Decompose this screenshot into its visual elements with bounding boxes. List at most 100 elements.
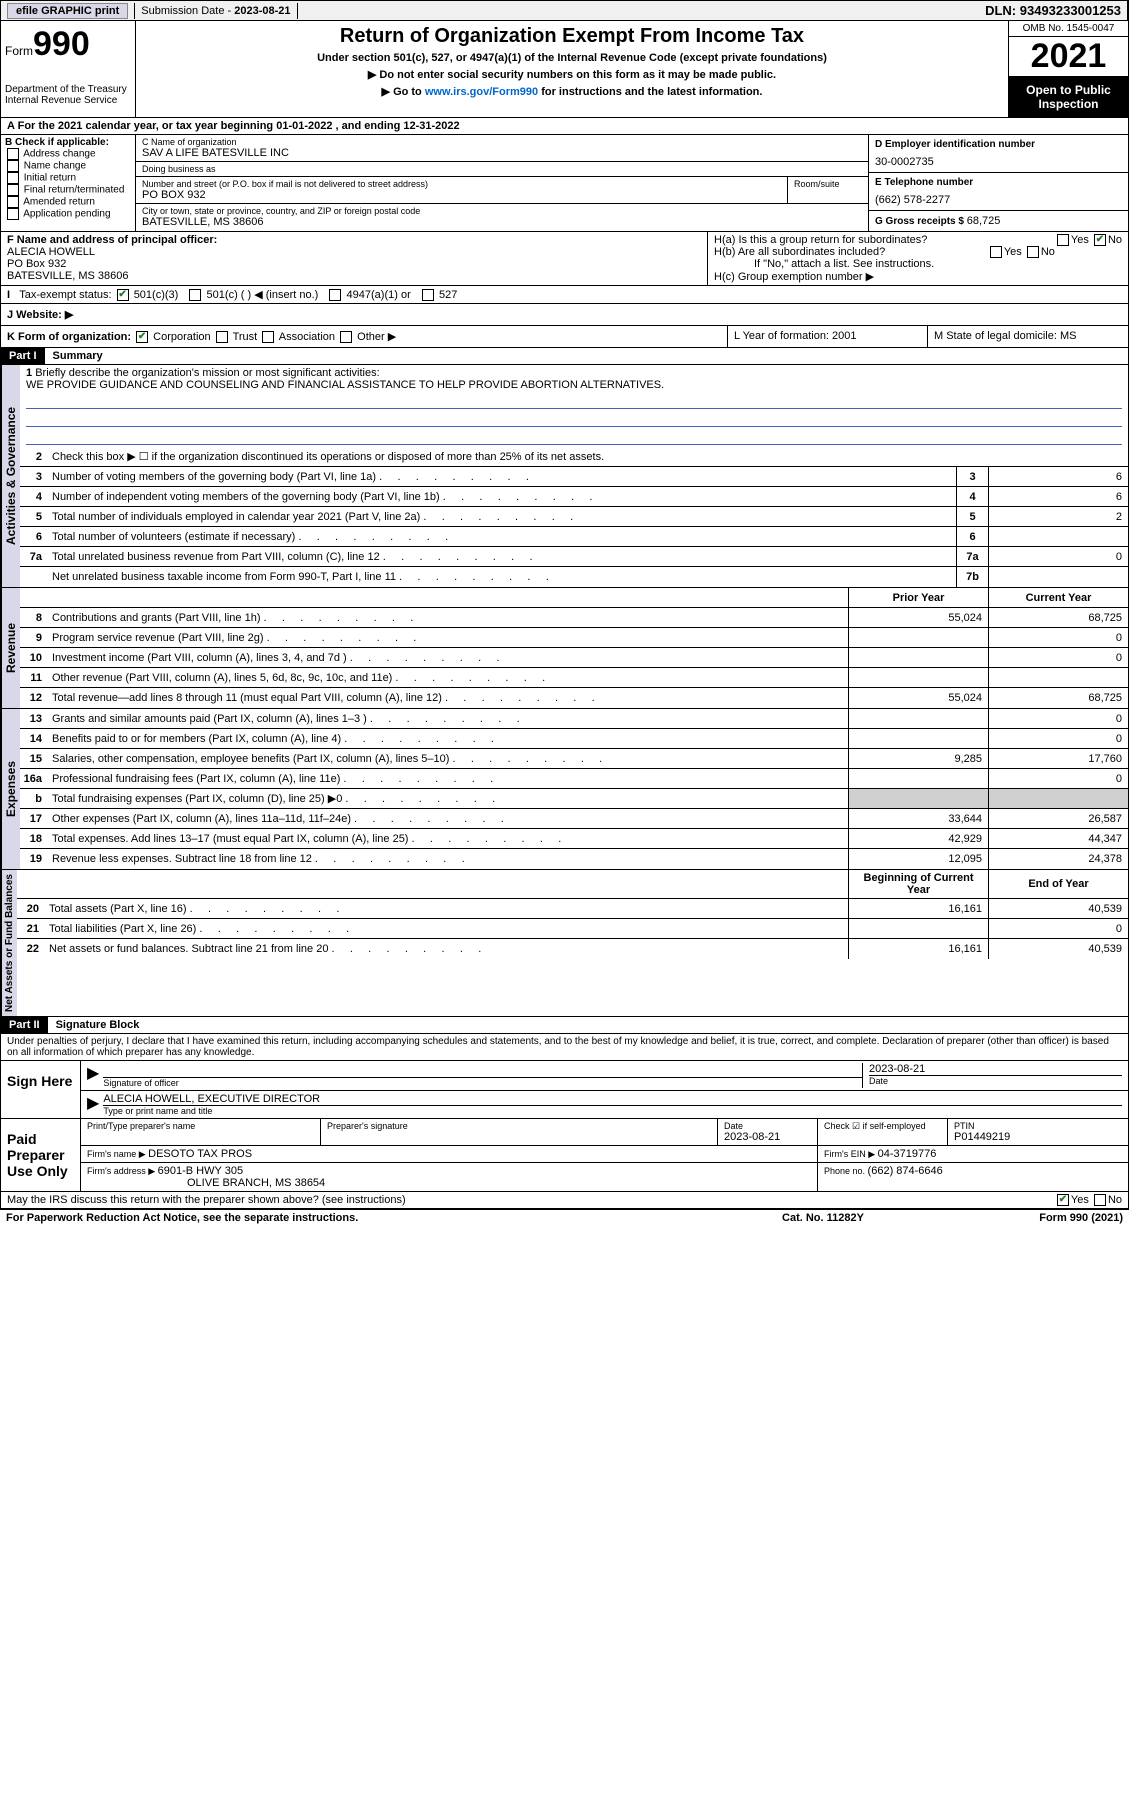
cb-application-pending[interactable]: Application pending [5,208,131,220]
form-number: Form990 [5,25,131,64]
arrow-icon: ▶ [87,1093,99,1116]
summary-row: 12Total revenue—add lines 8 through 11 (… [20,688,1128,708]
city-state-zip: BATESVILLE, MS 38606 [142,216,862,228]
dln: DLN: 93493233001253 [979,1,1128,20]
perjury-declaration: Under penalties of perjury, I declare th… [1,1034,1128,1060]
instr-goto: ▶ Go to www.irs.gov/Form990 for instruct… [140,85,1004,98]
section-bcdeg: B Check if applicable: Address change Na… [0,135,1129,232]
arrow-icon: ▶ [87,1063,99,1088]
cb-mayirs-no[interactable] [1094,1194,1106,1206]
ein: 30-0002735 [875,150,1122,168]
section-d: D Employer identification number 30-0002… [869,135,1128,173]
tab-expenses: Expenses [1,709,20,869]
state-domicile: M State of legal domicile: MS [928,326,1128,347]
firm-phone: (662) 874-6646 [868,1165,943,1177]
form-title: Return of Organization Exempt From Incom… [140,25,1004,48]
revenue-section: Revenue Prior YearCurrent Year 8Contribu… [0,588,1129,709]
section-h: H(a) Is this a group return for subordin… [708,232,1128,285]
summary-row: 6Total number of volunteers (estimate if… [20,527,1128,547]
section-f: F Name and address of principal officer:… [1,232,708,285]
summary-row: 11Other revenue (Part VIII, column (A), … [20,668,1128,688]
cb-initial-return[interactable]: Initial return [5,172,131,184]
expenses-section: Expenses 13Grants and similar amounts pa… [0,709,1129,870]
summary-row: 7aTotal unrelated business revenue from … [20,547,1128,567]
section-e: E Telephone number (662) 578-2277 [869,173,1128,211]
cb-other[interactable] [340,331,352,343]
cb-mayirs-yes[interactable] [1057,1194,1069,1206]
cb-amended-return[interactable]: Amended return [5,196,131,208]
tab-activities: Activities & Governance [1,365,20,587]
summary-row: 17Other expenses (Part IX, column (A), l… [20,809,1128,829]
summary-row: 8Contributions and grants (Part VIII, li… [20,608,1128,628]
summary-row: Net unrelated business taxable income fr… [20,567,1128,587]
summary-row: 21Total liabilities (Part X, line 26)0 [17,919,1128,939]
firm-name: DESOTO TAX PROS [148,1148,252,1160]
tab-net-assets: Net Assets or Fund Balances [1,870,17,1016]
section-g: G Gross receipts $ 68,725 [869,211,1128,231]
summary-row: 10Investment income (Part VIII, column (… [20,648,1128,668]
cb-final-return[interactable]: Final return/terminated [5,184,131,196]
summary-row: 5Total number of individuals employed in… [20,507,1128,527]
summary-row: 20Total assets (Part X, line 16)16,16140… [17,899,1128,919]
year-formation: L Year of formation: 2001 [728,326,928,347]
self-employed-check[interactable]: Check ☑ if self-employed [818,1119,948,1145]
signature-block: Under penalties of perjury, I declare th… [0,1034,1129,1192]
tab-revenue: Revenue [1,588,20,708]
activities-governance: Activities & Governance 1 Briefly descri… [0,365,1129,588]
section-fh: F Name and address of principal officer:… [0,232,1129,286]
summary-row: bTotal fundraising expenses (Part IX, co… [20,789,1128,809]
room-suite: Room/suite [788,177,868,203]
paid-preparer-label: Paid Preparer Use Only [1,1119,81,1191]
cb-name-change[interactable]: Name change [5,160,131,172]
submission-date: Submission Date - 2023-08-21 [135,3,297,19]
officer-printed-name: ALECIA HOWELL, EXECUTIVE DIRECTOR [103,1093,1122,1105]
summary-row: 14Benefits paid to or for members (Part … [20,729,1128,749]
ptin: P01449219 [954,1131,1122,1143]
firm-addr: 6901-B HWY 305 [158,1165,243,1177]
gross-receipts: 68,725 [967,215,1001,227]
summary-row: 3Number of voting members of the governi… [20,467,1128,487]
cb-address-change[interactable]: Address change [5,148,131,160]
form-header: Form990 Department of the Treasury Inter… [0,21,1129,118]
mission-text: WE PROVIDE GUIDANCE AND COUNSELING AND F… [26,379,1122,391]
section-c: C Name of organization SAV A LIFE BATESV… [136,135,868,231]
efile-button[interactable]: efile GRAPHIC print [7,3,128,19]
firm-ein: 04-3719776 [878,1148,937,1160]
tax-year: 2021 [1009,37,1128,77]
cb-501c[interactable] [189,289,201,301]
irs-link[interactable]: www.irs.gov/Form990 [425,86,538,98]
cb-corp[interactable] [136,331,148,343]
summary-row: 4Number of independent voting members of… [20,487,1128,507]
section-i: I Tax-exempt status: 501(c)(3) 501(c) ( … [0,286,1129,304]
officer-addr1: PO Box 932 [7,258,701,270]
street-address: PO BOX 932 [142,189,781,201]
officer-addr2: BATESVILLE, MS 38606 [7,270,701,282]
net-assets-section: Net Assets or Fund Balances Beginning of… [0,870,1129,1017]
summary-row: 22Net assets or fund balances. Subtract … [17,939,1128,959]
section-klm: K Form of organization: Corporation Trus… [0,326,1129,348]
may-irs-discuss: May the IRS discuss this return with the… [0,1192,1129,1209]
omb-number: OMB No. 1545-0047 [1009,21,1128,37]
page-footer: For Paperwork Reduction Act Notice, see … [0,1209,1129,1226]
summary-row: 9Program service revenue (Part VIII, lin… [20,628,1128,648]
summary-row: 13Grants and similar amounts paid (Part … [20,709,1128,729]
cb-527[interactable] [422,289,434,301]
section-b: B Check if applicable: Address change Na… [1,135,136,231]
summary-row: 18Total expenses. Add lines 13–17 (must … [20,829,1128,849]
cb-trust[interactable] [216,331,228,343]
telephone: (662) 578-2277 [875,188,1122,206]
cb-assoc[interactable] [262,331,274,343]
summary-row: 15Salaries, other compensation, employee… [20,749,1128,769]
summary-row: 19Revenue less expenses. Subtract line 1… [20,849,1128,869]
form-subtitle: Under section 501(c), 527, or 4947(a)(1)… [140,52,1004,64]
officer-name: ALECIA HOWELL [7,246,701,258]
cb-501c3[interactable] [117,289,129,301]
part-ii-header: Part II Signature Block [0,1017,1129,1034]
dept-treasury: Department of the Treasury Internal Reve… [5,84,131,106]
summary-row: 16aProfessional fundraising fees (Part I… [20,769,1128,789]
open-public: Open to Public Inspection [1009,77,1128,117]
cb-4947[interactable] [329,289,341,301]
prep-date: 2023-08-21 [724,1131,811,1143]
part-i-header: Part I Summary [0,348,1129,365]
instr-ssn: ▶ Do not enter social security numbers o… [140,68,1004,81]
